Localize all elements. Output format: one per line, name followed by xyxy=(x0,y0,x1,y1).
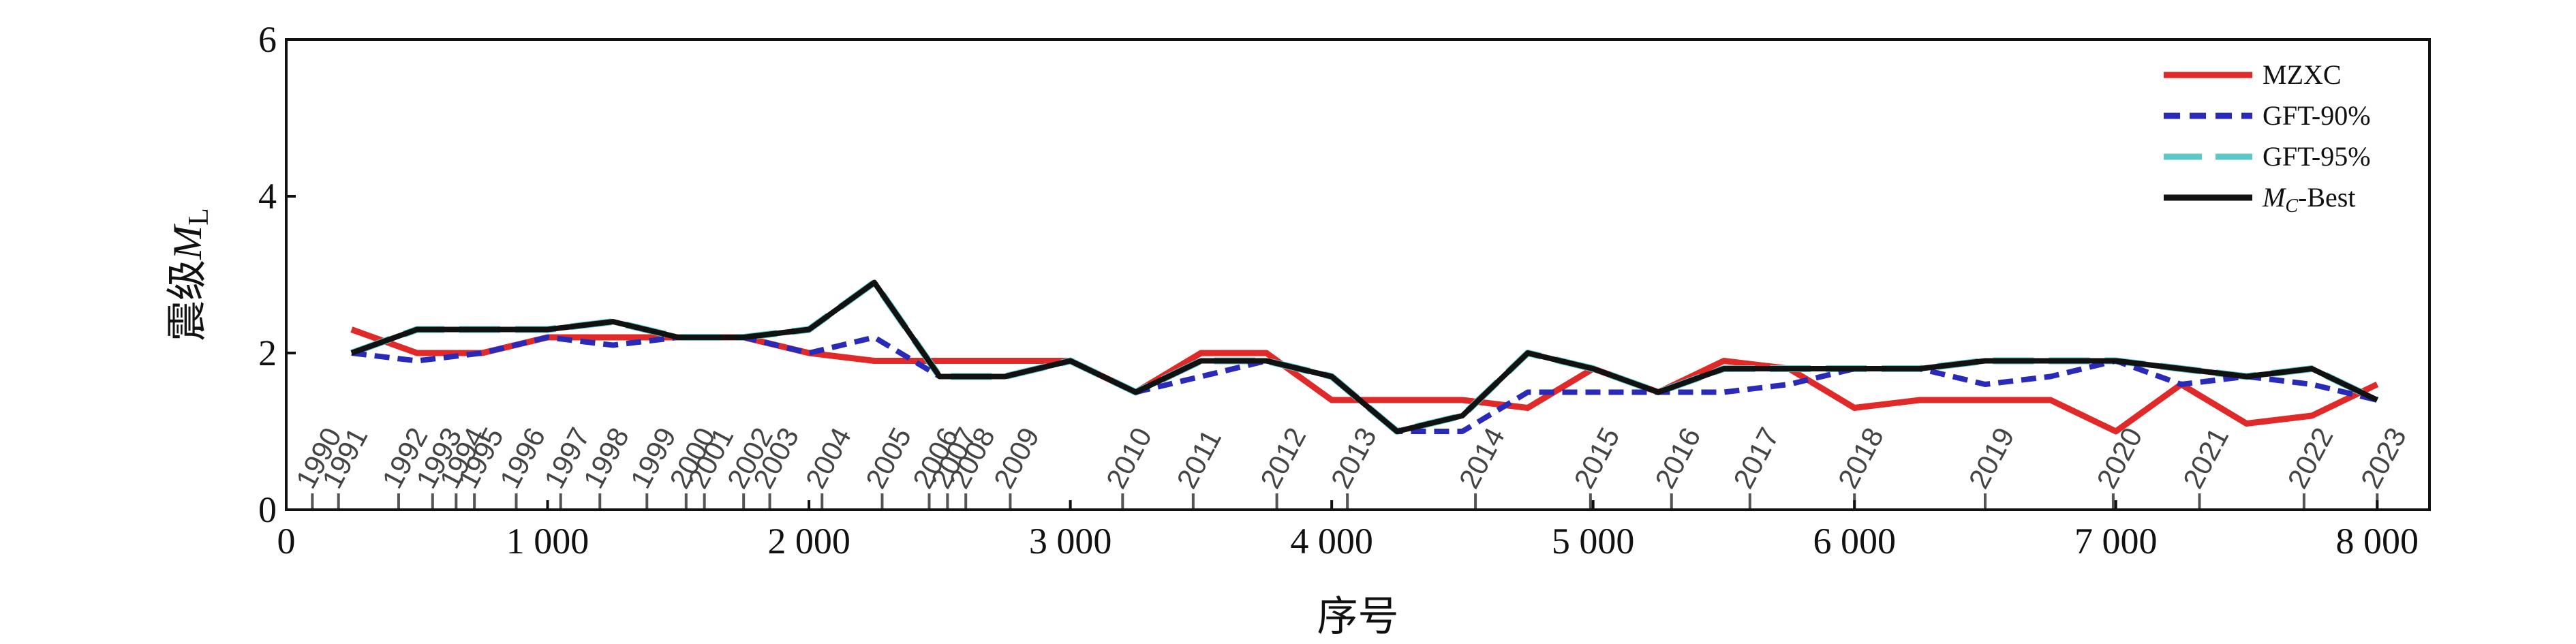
year-marker-label: 2012 xyxy=(1254,423,1312,494)
series-lines xyxy=(350,279,2379,435)
year-marker-label: 2019 xyxy=(1962,423,2020,494)
year-marker-label: 1996 xyxy=(493,423,551,494)
year-marker-label: 2010 xyxy=(1100,423,1158,494)
y-axis-label-subscript: L xyxy=(183,208,215,226)
year-marker-label: 2021 xyxy=(2177,423,2235,494)
year-marker-label: 2004 xyxy=(799,423,857,494)
legend-label: MZXC xyxy=(2263,59,2342,90)
legend-label: GFT-95% xyxy=(2263,141,2371,172)
y-axis-label: 震级ML xyxy=(164,208,215,341)
year-marker-label: 2009 xyxy=(987,423,1045,494)
year-marker-label: 2018 xyxy=(1832,423,1890,494)
year-marker-label: 2017 xyxy=(1727,423,1785,494)
year-marker-label: 2020 xyxy=(2090,423,2148,494)
y-tick-label: 4 xyxy=(258,176,277,217)
y-tick-label: 2 xyxy=(258,333,277,373)
year-marker-label: 2015 xyxy=(1567,423,1625,494)
x-axis-label: 序号 xyxy=(1317,593,1399,641)
year-marker-label: 2023 xyxy=(2355,423,2412,494)
year-marker-label: 2016 xyxy=(1649,423,1706,494)
legend: MZXC GFT-90% GFT-95% MC-Best xyxy=(2164,59,2371,217)
x-tick-label: 8 000 xyxy=(2336,521,2419,562)
x-tick-label: 0 xyxy=(277,521,296,562)
plot-frame xyxy=(285,38,2431,511)
y-axis-label-main: 震级 xyxy=(164,260,211,341)
year-marker-label: 2013 xyxy=(1325,423,1383,494)
year-marker-label: 2022 xyxy=(2281,423,2339,494)
x-tick-label: 7 000 xyxy=(2074,521,2158,562)
y-tick-label: 6 xyxy=(258,19,277,60)
series-line-mzxc xyxy=(350,326,2379,435)
series-line-mc-best xyxy=(350,279,2379,434)
x-tick-label: 2 000 xyxy=(767,521,850,562)
x-tick-label: 3 000 xyxy=(1029,521,1112,562)
y-tick-label: 0 xyxy=(258,489,277,530)
legend-label: GFT-90% xyxy=(2263,100,2371,131)
x-tick-label: 5 000 xyxy=(1552,521,1635,562)
year-marker-label: 2011 xyxy=(1170,424,1227,493)
x-tick-label: 4 000 xyxy=(1290,521,1373,562)
series-line-gft-90- xyxy=(351,335,2378,434)
legend-label: MC-Best xyxy=(2262,182,2355,217)
x-tick-label: 6 000 xyxy=(1813,521,1896,562)
y-axis-ticks: 0 2 4 6 xyxy=(258,19,296,530)
year-marker-label: 2005 xyxy=(859,423,917,494)
x-tick-label: 1 000 xyxy=(506,521,589,562)
y-axis-label-symbol: M xyxy=(165,224,210,260)
x-axis-ticks: 0 1 000 2 000 3 000 4 000 5 000 6 000 7 000 8 00… xyxy=(277,500,2419,562)
